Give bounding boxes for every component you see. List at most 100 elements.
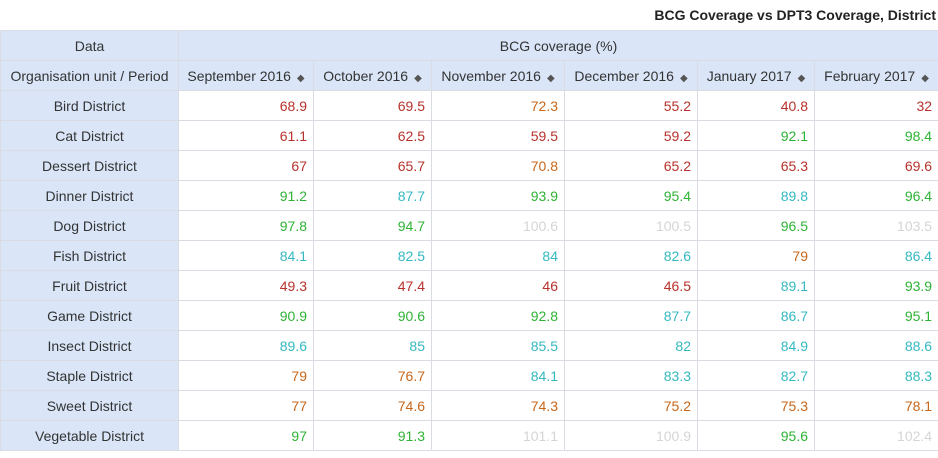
value-cell[interactable]: 55.2 (564, 90, 698, 121)
period-header-0[interactable]: September 2016 ◆ (178, 60, 314, 91)
value-cell[interactable]: 100.9 (564, 420, 698, 451)
value-cell[interactable]: 95.1 (813, 300, 938, 331)
value-cell[interactable]: 65.2 (564, 150, 698, 181)
org-unit-label: Fish District (0, 240, 179, 271)
value-cell[interactable]: 74.6 (313, 390, 432, 421)
value-cell[interactable]: 62.5 (313, 120, 432, 151)
value-cell[interactable]: 87.7 (564, 300, 698, 331)
pivot-table: Data BCG coverage (%) Organisation unit … (0, 30, 938, 451)
data-dim-header: Data (0, 30, 179, 61)
value-cell[interactable]: 61.1 (178, 120, 314, 151)
org-unit-label: Cat District (0, 120, 179, 151)
value-cell[interactable]: 40.8 (697, 90, 815, 121)
value-cell[interactable]: 95.4 (564, 180, 698, 211)
value-cell[interactable]: 93.9 (813, 270, 938, 301)
value-cell[interactable]: 75.2 (564, 390, 698, 421)
value-cell[interactable]: 91.2 (178, 180, 314, 211)
period-header-5[interactable]: February 2017 ◆ (813, 60, 938, 91)
value-cell[interactable]: 67 (178, 150, 314, 181)
value-cell[interactable]: 97 (178, 420, 314, 451)
value-cell[interactable]: 91.3 (313, 420, 432, 451)
table-row: Vegetable District 97 91.3 101.1 100.9 95.6 10… (0, 420, 938, 451)
value-cell[interactable]: 68.9 (178, 90, 314, 121)
value-cell[interactable]: 89.8 (697, 180, 815, 211)
value-cell[interactable]: 92.1 (697, 120, 815, 151)
value-cell[interactable]: 46 (431, 270, 565, 301)
value-cell[interactable]: 97.8 (178, 210, 314, 241)
table-row: Dog District 97.8 94.7 100.6 100.5 96.5 103.5 (0, 210, 938, 241)
value-cell[interactable]: 77 (178, 390, 314, 421)
title-bar: BCG Coverage vs DPT3 Coverage, District (0, 0, 938, 31)
value-cell[interactable]: 100.5 (564, 210, 698, 241)
value-cell[interactable]: 75.3 (697, 390, 815, 421)
value-cell[interactable]: 59.5 (431, 120, 565, 151)
value-cell[interactable]: 102.4 (813, 420, 938, 451)
sort-icon[interactable]: ◆ (921, 72, 929, 84)
value-cell[interactable]: 92.8 (431, 300, 565, 331)
value-cell[interactable]: 69.6 (813, 150, 938, 181)
value-cell[interactable]: 101.1 (431, 420, 565, 451)
value-cell[interactable]: 84.1 (431, 360, 565, 391)
period-header-4[interactable]: January 2017 ◆ (697, 60, 815, 91)
sort-icon[interactable]: ◆ (797, 72, 806, 84)
value-cell[interactable]: 70.8 (431, 150, 565, 181)
period-label: January 2017 (706, 67, 792, 84)
value-cell[interactable]: 84.9 (697, 330, 815, 361)
value-cell[interactable]: 95.6 (697, 420, 815, 451)
value-cell[interactable]: 46.5 (564, 270, 698, 301)
value-cell[interactable]: 82 (564, 330, 698, 361)
org-unit-label: Sweet District (0, 390, 179, 421)
value-cell[interactable]: 96.5 (697, 210, 815, 241)
value-cell[interactable]: 98.4 (813, 120, 938, 151)
value-cell[interactable]: 49.3 (178, 270, 314, 301)
value-cell[interactable]: 87.7 (313, 180, 432, 211)
table-row: Fruit District 49.3 47.4 46 46.5 89.1 93.9 (0, 270, 938, 301)
value-cell[interactable]: 79 (178, 360, 314, 391)
value-cell[interactable]: 82.7 (697, 360, 815, 391)
measure-header: BCG coverage (%) (177, 30, 938, 61)
org-unit-label: Bird District (0, 90, 179, 121)
sort-icon[interactable]: ◆ (296, 72, 305, 84)
sort-icon[interactable]: ◆ (679, 72, 688, 84)
value-cell[interactable]: 47.4 (313, 270, 432, 301)
value-cell[interactable]: 86.7 (697, 300, 815, 331)
table-row: Cat District 61.1 62.5 59.5 59.2 92.1 98.4 (0, 120, 938, 151)
value-cell[interactable]: 86.4 (813, 240, 938, 271)
value-cell[interactable]: 76.7 (313, 360, 432, 391)
value-cell[interactable]: 84.1 (178, 240, 314, 271)
value-cell[interactable]: 59.2 (564, 120, 698, 151)
value-cell[interactable]: 65.7 (313, 150, 432, 181)
value-cell[interactable]: 82.5 (313, 240, 432, 271)
value-cell[interactable]: 88.3 (813, 360, 938, 391)
value-cell[interactable]: 74.3 (431, 390, 565, 421)
value-cell[interactable]: 82.6 (564, 240, 698, 271)
value-cell[interactable]: 83.3 (564, 360, 698, 391)
period-header-3[interactable]: December 2016 ◆ (564, 60, 698, 91)
org-unit-label: Dog District (0, 210, 179, 241)
value-cell[interactable]: 96.4 (813, 180, 938, 211)
value-cell[interactable]: 65.3 (697, 150, 815, 181)
value-cell[interactable]: 79 (697, 240, 815, 271)
value-cell[interactable]: 85 (313, 330, 432, 361)
value-cell[interactable]: 72.3 (431, 90, 565, 121)
value-cell[interactable]: 78.1 (813, 390, 938, 421)
value-cell[interactable]: 89.6 (178, 330, 314, 361)
value-cell[interactable]: 88.6 (813, 330, 938, 361)
sort-icon[interactable]: ◆ (414, 72, 422, 84)
value-cell[interactable]: 32 (813, 90, 938, 121)
period-label: September 2016 (187, 67, 291, 84)
value-cell[interactable]: 93.9 (431, 180, 565, 211)
value-cell[interactable]: 89.1 (697, 270, 815, 301)
org-unit-label: Insect District (0, 330, 179, 361)
value-cell[interactable]: 100.6 (431, 210, 565, 241)
value-cell[interactable]: 85.5 (431, 330, 565, 361)
sort-icon[interactable]: ◆ (546, 72, 555, 84)
value-cell[interactable]: 84 (431, 240, 565, 271)
value-cell[interactable]: 90.6 (313, 300, 432, 331)
value-cell[interactable]: 103.5 (813, 210, 938, 241)
period-header-2[interactable]: November 2016 ◆ (431, 60, 565, 91)
value-cell[interactable]: 69.5 (313, 90, 432, 121)
value-cell[interactable]: 90.9 (178, 300, 314, 331)
period-header-1[interactable]: October 2016 ◆ (313, 60, 432, 91)
value-cell[interactable]: 94.7 (313, 210, 432, 241)
